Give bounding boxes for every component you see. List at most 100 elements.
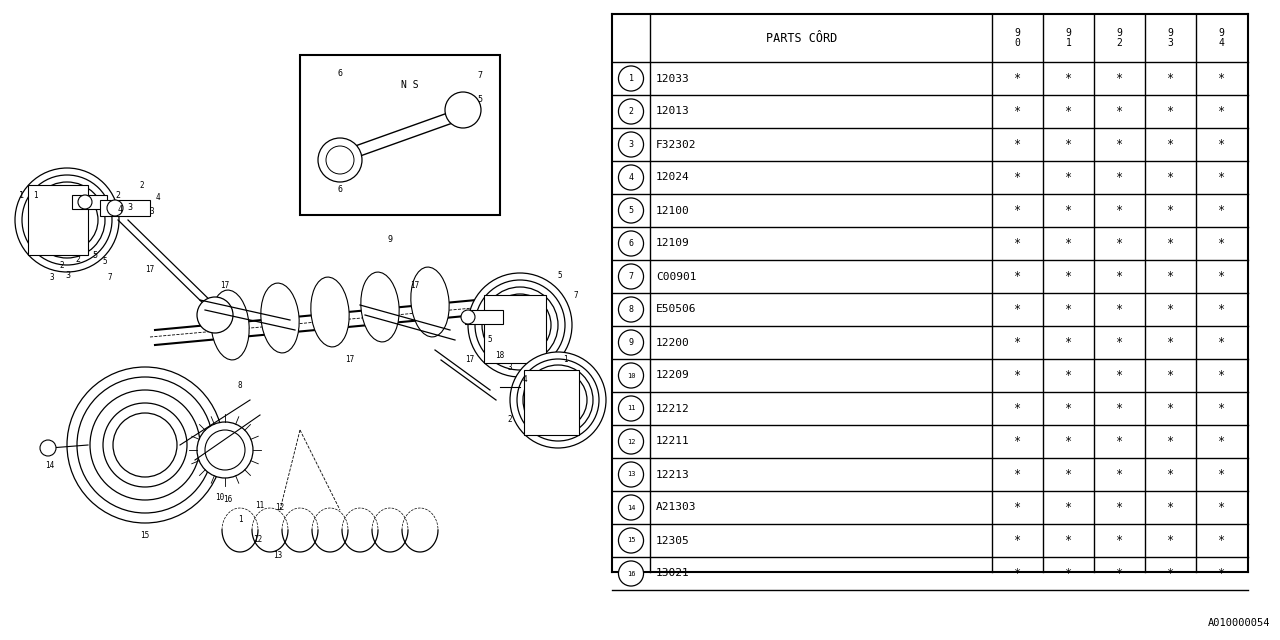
Text: *: *: [1116, 138, 1123, 151]
Text: N S: N S: [401, 80, 419, 90]
Text: *: *: [1065, 468, 1073, 481]
Text: *: *: [1167, 468, 1174, 481]
Text: 3: 3: [65, 271, 70, 280]
Circle shape: [618, 165, 644, 190]
Text: *: *: [1065, 369, 1073, 382]
Text: *: *: [1116, 303, 1123, 316]
Circle shape: [618, 429, 644, 454]
Circle shape: [618, 132, 644, 157]
Text: *: *: [1219, 501, 1225, 514]
Bar: [484, 295, 547, 363]
Text: F32302: F32302: [657, 140, 696, 150]
Text: *: *: [1014, 402, 1021, 415]
Text: *: *: [1116, 72, 1123, 85]
Text: 17: 17: [346, 355, 355, 365]
Text: *: *: [1014, 204, 1021, 217]
Text: 9
0: 9 0: [1015, 28, 1020, 49]
Text: *: *: [1014, 72, 1021, 85]
Circle shape: [524, 365, 593, 435]
Text: *: *: [1014, 435, 1021, 448]
Circle shape: [205, 430, 244, 470]
Text: 7: 7: [477, 70, 483, 79]
Text: *: *: [1219, 72, 1225, 85]
Circle shape: [22, 175, 113, 265]
Text: 14: 14: [627, 504, 635, 511]
Text: 7: 7: [628, 272, 634, 281]
Text: *: *: [1014, 105, 1021, 118]
Text: 17: 17: [146, 266, 155, 275]
Text: *: *: [1065, 501, 1073, 514]
Text: 6: 6: [628, 239, 634, 248]
Text: *: *: [1167, 369, 1174, 382]
Text: 17: 17: [466, 355, 475, 365]
Text: 1: 1: [33, 191, 37, 200]
Text: PARTS CÔRD: PARTS CÔRD: [767, 31, 837, 45]
Text: 18: 18: [495, 351, 504, 360]
Text: 12305: 12305: [657, 536, 690, 545]
Circle shape: [197, 297, 233, 333]
Text: 9
4: 9 4: [1219, 28, 1225, 49]
Text: *: *: [1116, 237, 1123, 250]
Text: *: *: [1167, 237, 1174, 250]
Text: *: *: [1065, 270, 1073, 283]
Text: *: *: [1116, 435, 1123, 448]
Text: 2: 2: [76, 255, 81, 264]
Text: *: *: [1116, 369, 1123, 382]
Circle shape: [483, 287, 558, 363]
Text: *: *: [1116, 171, 1123, 184]
Text: 13021: 13021: [657, 568, 690, 579]
Circle shape: [618, 66, 644, 91]
Circle shape: [90, 390, 200, 500]
Text: 11: 11: [256, 500, 265, 509]
Circle shape: [77, 377, 212, 513]
Text: 9: 9: [628, 338, 634, 347]
Text: 14: 14: [45, 461, 55, 470]
Text: *: *: [1116, 534, 1123, 547]
Circle shape: [15, 168, 119, 272]
Text: *: *: [1014, 336, 1021, 349]
Text: *: *: [1167, 171, 1174, 184]
Text: 3: 3: [628, 140, 634, 149]
Text: *: *: [1167, 72, 1174, 85]
Circle shape: [317, 138, 362, 182]
Text: 2: 2: [60, 260, 64, 269]
Text: 13: 13: [627, 472, 635, 477]
Text: *: *: [1219, 567, 1225, 580]
Circle shape: [618, 297, 644, 322]
Text: E50506: E50506: [657, 305, 696, 314]
Circle shape: [468, 273, 572, 377]
Text: 5: 5: [92, 250, 97, 259]
Text: 17: 17: [411, 280, 420, 289]
Circle shape: [618, 99, 644, 124]
Text: 7: 7: [108, 273, 113, 282]
Text: A21303: A21303: [657, 502, 696, 513]
Text: C00901: C00901: [657, 271, 696, 282]
Text: *: *: [1219, 270, 1225, 283]
Text: *: *: [1219, 369, 1225, 382]
Circle shape: [36, 189, 99, 251]
Circle shape: [618, 330, 644, 355]
Text: 4: 4: [628, 173, 634, 182]
Circle shape: [529, 371, 588, 429]
Text: *: *: [1167, 534, 1174, 547]
Text: *: *: [1116, 567, 1123, 580]
Text: *: *: [1014, 303, 1021, 316]
Text: 8: 8: [628, 305, 634, 314]
Bar: [524, 370, 579, 435]
Text: *: *: [1116, 336, 1123, 349]
Text: *: *: [1219, 303, 1225, 316]
Text: *: *: [1065, 138, 1073, 151]
Text: 12013: 12013: [657, 106, 690, 116]
Text: *: *: [1065, 303, 1073, 316]
Bar: [100, 200, 150, 216]
Ellipse shape: [411, 267, 449, 337]
Text: *: *: [1219, 435, 1225, 448]
Text: 12212: 12212: [657, 403, 690, 413]
Text: *: *: [1014, 270, 1021, 283]
Ellipse shape: [261, 283, 300, 353]
Text: 5: 5: [102, 257, 108, 266]
Bar: [28, 185, 88, 255]
Text: 9
3: 9 3: [1167, 28, 1174, 49]
Text: 16: 16: [224, 495, 233, 504]
Text: 10: 10: [215, 493, 224, 502]
